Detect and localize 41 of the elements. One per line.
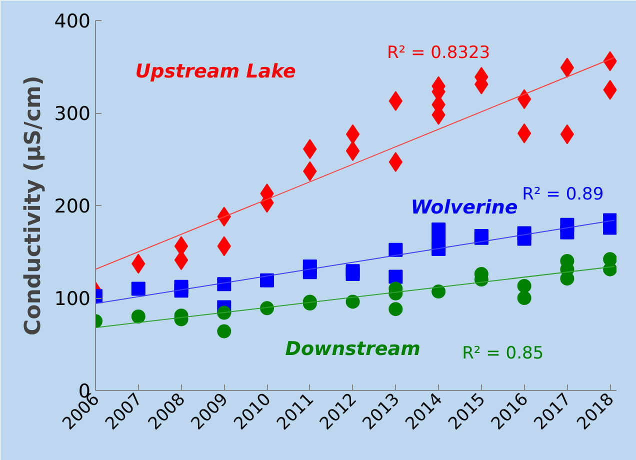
point	[302, 265, 317, 280]
point	[217, 277, 232, 292]
y-tick-label: 200	[54, 196, 90, 218]
point	[432, 284, 446, 299]
y-axis-title: Conductivity (µS/cm)	[21, 76, 46, 336]
point	[388, 302, 403, 316]
annotation: R² = 0.8323	[386, 42, 490, 63]
point	[131, 282, 146, 296]
point	[603, 220, 616, 235]
point	[517, 278, 532, 293]
point	[217, 306, 232, 320]
point	[131, 310, 146, 324]
y-tick-label: 300	[54, 103, 90, 125]
point	[388, 270, 403, 284]
y-tick-label: 100	[54, 288, 90, 310]
point	[560, 58, 574, 78]
point	[560, 225, 574, 240]
point	[560, 272, 574, 286]
point	[346, 266, 360, 281]
annotation: R² = 0.85	[462, 344, 544, 364]
series-label: Downstream	[285, 338, 420, 360]
y-tick-label: 400	[54, 10, 90, 32]
point	[174, 280, 188, 294]
point	[432, 222, 446, 237]
point	[517, 291, 532, 305]
point	[260, 273, 274, 288]
point	[603, 262, 616, 276]
point	[217, 324, 232, 338]
point	[517, 123, 532, 144]
point	[260, 301, 274, 316]
point	[432, 242, 446, 256]
point	[346, 140, 360, 161]
point	[388, 242, 403, 257]
annotation: R² = 0.89	[522, 184, 604, 204]
point	[346, 294, 360, 309]
text: Upstream Lake	[135, 60, 296, 82]
point	[517, 89, 532, 110]
point	[560, 124, 574, 144]
point	[517, 226, 532, 240]
point	[346, 124, 360, 144]
series-label: Wolverine	[410, 196, 518, 218]
